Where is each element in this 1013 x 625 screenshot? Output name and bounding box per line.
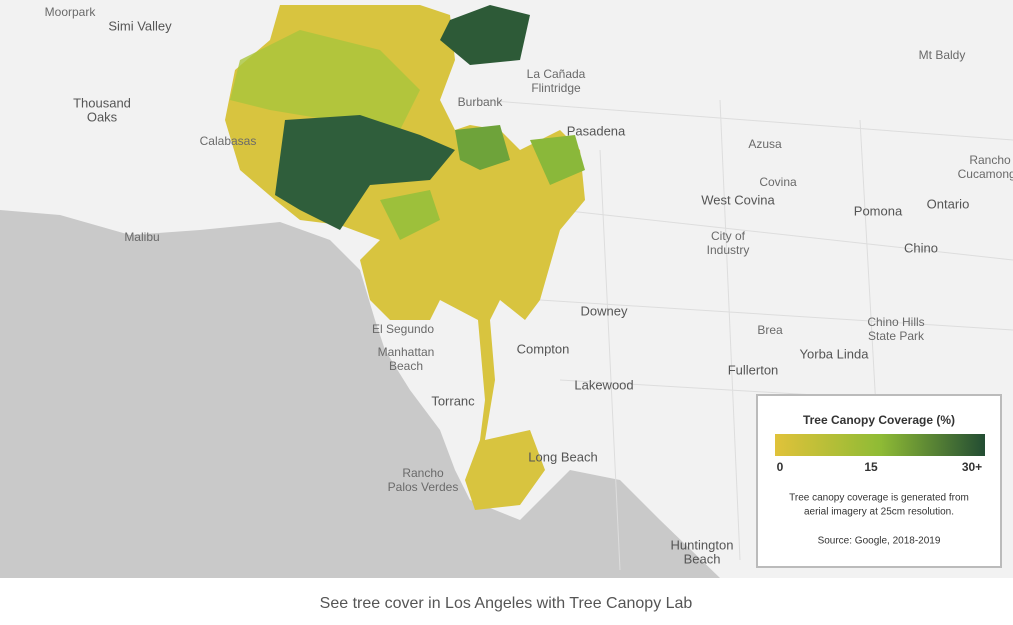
legend-note: Tree canopy coverage is generated from: [789, 493, 969, 504]
place-label: La Cañada: [527, 67, 586, 81]
legend-source: Source: Google, 2018-2019: [818, 536, 941, 547]
place-label: Calabasas: [200, 134, 257, 148]
place-label: West Covina: [701, 192, 775, 207]
place-label: Chino: [904, 240, 938, 255]
place-label: Azusa: [748, 137, 782, 151]
place-label: Palos Verdes: [388, 480, 459, 494]
place-label: Thousand: [73, 95, 131, 110]
roads: [469, 99, 1013, 571]
legend-tick: 0: [777, 460, 784, 474]
place-label: Industry: [707, 243, 750, 257]
place-label: Beach: [684, 551, 721, 566]
legend-note: aerial imagery at 25cm resolution.: [804, 507, 954, 518]
legend-box: [756, 394, 1002, 568]
canopy-overlay: [225, 5, 585, 510]
place-label: Long Beach: [528, 449, 597, 464]
place-label: Yorba Linda: [800, 346, 870, 361]
place-label: State Park: [868, 329, 925, 343]
ocean: [0, 210, 720, 578]
legend-tick: 30+: [962, 460, 982, 474]
place-label: Burbank: [458, 95, 504, 109]
place-label: Huntington: [671, 537, 734, 552]
place-label: Flintridge: [531, 81, 581, 95]
place-label: Cucamonga: [958, 167, 1013, 181]
place-label: Lakewood: [574, 377, 633, 392]
legend-title: Tree Canopy Coverage (%): [803, 413, 955, 427]
place-label: Manhattan: [378, 345, 435, 359]
place-label: Oaks: [87, 109, 118, 124]
place-label: Pomona: [854, 203, 903, 218]
place-label: Malibu: [124, 230, 159, 244]
place-label: Moorpark: [45, 5, 97, 19]
place-label: Rancho: [402, 466, 444, 480]
legend-scale: [775, 434, 985, 456]
place-label: Fullerton: [728, 362, 779, 377]
place-label: Pasadena: [567, 123, 626, 138]
place-label: Downey: [581, 303, 628, 318]
place-label: Brea: [757, 323, 783, 337]
place-label: Simi Valley: [108, 18, 172, 33]
place-label: Mt Baldy: [919, 48, 966, 62]
place-label: Rancho: [969, 153, 1011, 167]
place-label: Chino Hills: [867, 315, 924, 329]
legend-tick: 15: [864, 460, 878, 474]
place-label: El Segundo: [372, 322, 434, 336]
caption: See tree cover in Los Angeles with Tree …: [320, 595, 693, 612]
place-label: City of: [711, 229, 746, 243]
place-label: Compton: [517, 341, 570, 356]
place-label: Covina: [759, 175, 797, 189]
place-label: Beach: [389, 359, 423, 373]
place-label: Torranc: [431, 393, 475, 408]
place-label: Ontario: [927, 196, 970, 211]
